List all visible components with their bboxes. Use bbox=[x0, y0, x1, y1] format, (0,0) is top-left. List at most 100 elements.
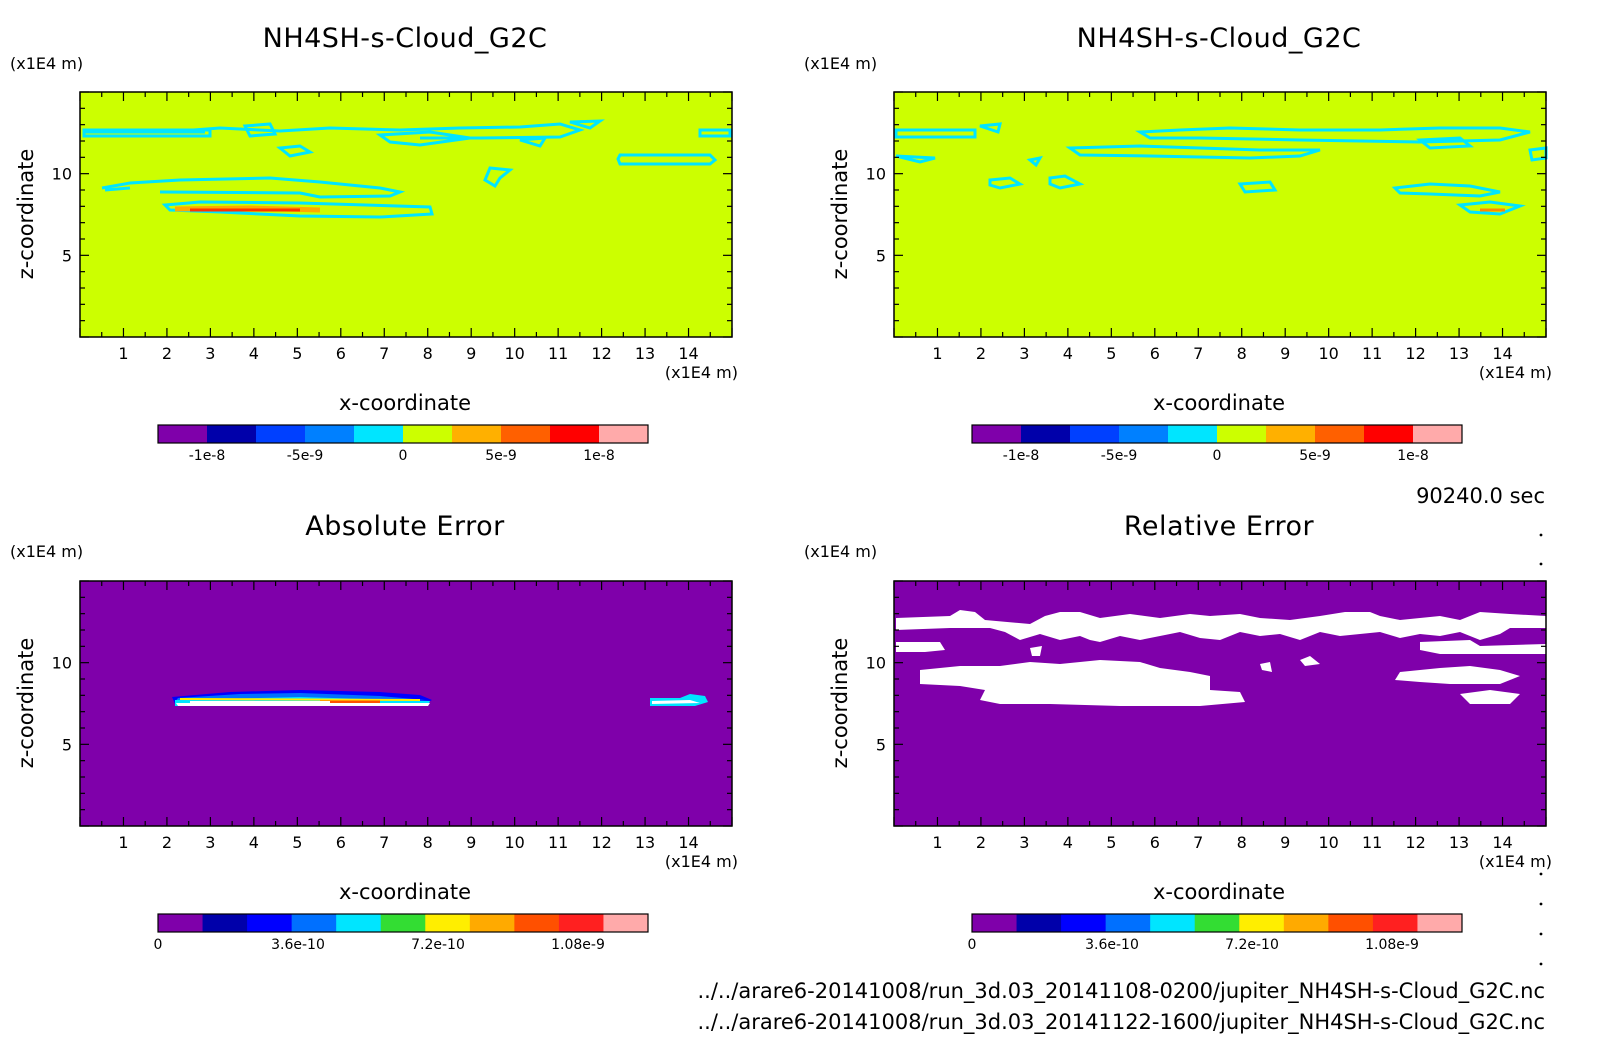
colorbar-swatch bbox=[336, 914, 382, 932]
colorbar-swatch bbox=[972, 914, 1018, 932]
colorbar: 0 3.6e-10 7.2e-10 1.08e-9 bbox=[154, 913, 649, 953]
time-label: 90240.0 sec bbox=[1416, 484, 1545, 508]
x-tick-label: 2 bbox=[976, 833, 986, 852]
x-tick-label: 1 bbox=[118, 344, 128, 363]
dotted-marks bbox=[1539, 533, 1543, 966]
colorbar-swatch bbox=[1315, 425, 1365, 443]
z-tick-label: 10 bbox=[52, 654, 72, 673]
x-tick-label: 9 bbox=[1280, 344, 1290, 363]
colorbar-swatch bbox=[202, 914, 248, 932]
colorbar-tick-label: 5e-9 bbox=[1299, 448, 1330, 464]
colorbar-frame bbox=[971, 424, 1463, 444]
colorbar-swatch bbox=[558, 914, 604, 932]
z-axis-label: z-coordinate bbox=[14, 638, 38, 769]
x-tick-label: 6 bbox=[336, 344, 346, 363]
x-tick-label: 13 bbox=[1449, 833, 1469, 852]
colorbar-swatch bbox=[1328, 914, 1374, 932]
z-axis-label: z-coordinate bbox=[828, 149, 852, 280]
colorbar-tick-label: 3.6e-10 bbox=[1085, 937, 1139, 953]
colorbar-tick-label: 7.2e-10 bbox=[1225, 937, 1279, 953]
x-tick-label: 14 bbox=[678, 833, 698, 852]
colorbar-swatch bbox=[452, 425, 502, 443]
x-tick-label: 11 bbox=[548, 344, 568, 363]
colorbar: -1e-8 -5e-9 0 5e-9 1e-8 bbox=[157, 424, 649, 464]
colorbar-tick-label: 1e-8 bbox=[1397, 448, 1428, 464]
z-tick-label: 10 bbox=[52, 165, 72, 184]
x-axis-label: x-coordinate bbox=[339, 880, 471, 904]
z-unit-label: (x1E4 m) bbox=[804, 542, 877, 561]
z-unit-label: (x1E4 m) bbox=[804, 54, 877, 73]
file-path-1: ../../arare6-20141008/run_3d.03_20141108… bbox=[697, 979, 1545, 1004]
cloud-contours bbox=[894, 122, 1548, 216]
colorbar-swatch bbox=[514, 914, 560, 932]
x-tick-label: 3 bbox=[1019, 833, 1029, 852]
colorbar-swatch bbox=[603, 914, 649, 932]
colorbar-tick-label: -5e-9 bbox=[1101, 448, 1138, 464]
colorbar-swatch bbox=[354, 425, 404, 443]
colorbar-swatch bbox=[1364, 425, 1414, 443]
colorbar-tick-label: -1e-8 bbox=[1003, 448, 1040, 464]
colorbar-swatch bbox=[1217, 425, 1267, 443]
colorbar-swatch bbox=[1283, 914, 1329, 932]
colorbar-tick-label: 0 bbox=[968, 937, 977, 953]
x-tick-label: 4 bbox=[1063, 833, 1073, 852]
colorbar-frame bbox=[157, 913, 649, 933]
colorbar-swatch bbox=[403, 425, 453, 443]
colorbar-swatch bbox=[247, 914, 293, 932]
x-axis-label: x-coordinate bbox=[339, 391, 471, 415]
panel-title: NH4SH-s-Cloud_G2C bbox=[263, 23, 548, 54]
panel-bottom-left: Absolute Error (x1E4 m) 1 2 3 4 5 6 7 8 9 10 11 12 1… bbox=[10, 511, 738, 953]
panel-top-right: NH4SH-s-Cloud_G2C (x1E4 m) 1 2 3 4 5 6 7 8 9 10 11… bbox=[804, 23, 1552, 464]
x-tick-label: 1 bbox=[118, 833, 128, 852]
colorbar-swatch bbox=[1021, 425, 1071, 443]
colorbar-swatch bbox=[256, 425, 306, 443]
colorbar-tick-label: 1e-8 bbox=[583, 448, 614, 464]
x-unit-label: (x1E4 m) bbox=[1479, 363, 1552, 382]
x-tick-label: 13 bbox=[635, 833, 655, 852]
error-region bbox=[172, 690, 708, 706]
x-tick-label: 3 bbox=[205, 833, 215, 852]
colorbar: 0 3.6e-10 7.2e-10 1.08e-9 bbox=[968, 913, 1463, 953]
colorbar-swatch bbox=[1372, 914, 1418, 932]
x-tick-label: 5 bbox=[1106, 833, 1116, 852]
panel-title: Absolute Error bbox=[305, 511, 505, 542]
x-axis-label: x-coordinate bbox=[1153, 880, 1285, 904]
colorbar-swatch bbox=[1417, 914, 1463, 932]
x-tick-label: 9 bbox=[466, 344, 476, 363]
x-tick-label: 13 bbox=[635, 344, 655, 363]
x-tick-label: 12 bbox=[1405, 344, 1425, 363]
z-tick-label: 5 bbox=[62, 246, 72, 265]
colorbar-swatch bbox=[1168, 425, 1218, 443]
panel-top-left: NH4SH-s-Cloud_G2C (x1E4 m) 1 2 3 4 5 6 7 8 9 10 11… bbox=[10, 23, 738, 464]
x-tick-label: 7 bbox=[379, 833, 389, 852]
colorbar-swatch bbox=[599, 425, 649, 443]
x-tick-label: 14 bbox=[1492, 833, 1512, 852]
colorbar-swatch bbox=[305, 425, 355, 443]
z-tick-label: 10 bbox=[866, 654, 886, 673]
x-tick-label: 11 bbox=[1362, 833, 1382, 852]
x-tick-label: 6 bbox=[1150, 344, 1160, 363]
x-unit-label: (x1E4 m) bbox=[1479, 852, 1552, 871]
colorbar-swatch bbox=[1061, 914, 1107, 932]
panel-title: NH4SH-s-Cloud_G2C bbox=[1077, 23, 1362, 54]
colorbar: -1e-8 -5e-9 0 5e-9 1e-8 bbox=[971, 424, 1463, 464]
x-tick-label: 2 bbox=[162, 833, 172, 852]
x-tick-label: 7 bbox=[1193, 833, 1203, 852]
error-region bbox=[896, 610, 1546, 706]
x-tick-label: 10 bbox=[504, 344, 524, 363]
colorbar-tick-label: -1e-8 bbox=[189, 448, 226, 464]
z-unit-label: (x1E4 m) bbox=[10, 54, 83, 73]
x-tick-label: 10 bbox=[504, 833, 524, 852]
x-tick-label: 14 bbox=[1492, 344, 1512, 363]
colorbar-swatch bbox=[1119, 425, 1169, 443]
x-tick-label: 3 bbox=[205, 344, 215, 363]
x-tick-label: 4 bbox=[249, 344, 259, 363]
colorbar-tick-label: 0 bbox=[1213, 448, 1222, 464]
x-tick-label: 10 bbox=[1318, 344, 1338, 363]
z-tick-label: 5 bbox=[876, 735, 886, 754]
x-tick-label: 5 bbox=[292, 833, 302, 852]
z-tick-label: 5 bbox=[62, 735, 72, 754]
x-tick-label: 8 bbox=[423, 344, 433, 363]
x-tick-label: 6 bbox=[336, 833, 346, 852]
x-tick-label: 5 bbox=[1106, 344, 1116, 363]
